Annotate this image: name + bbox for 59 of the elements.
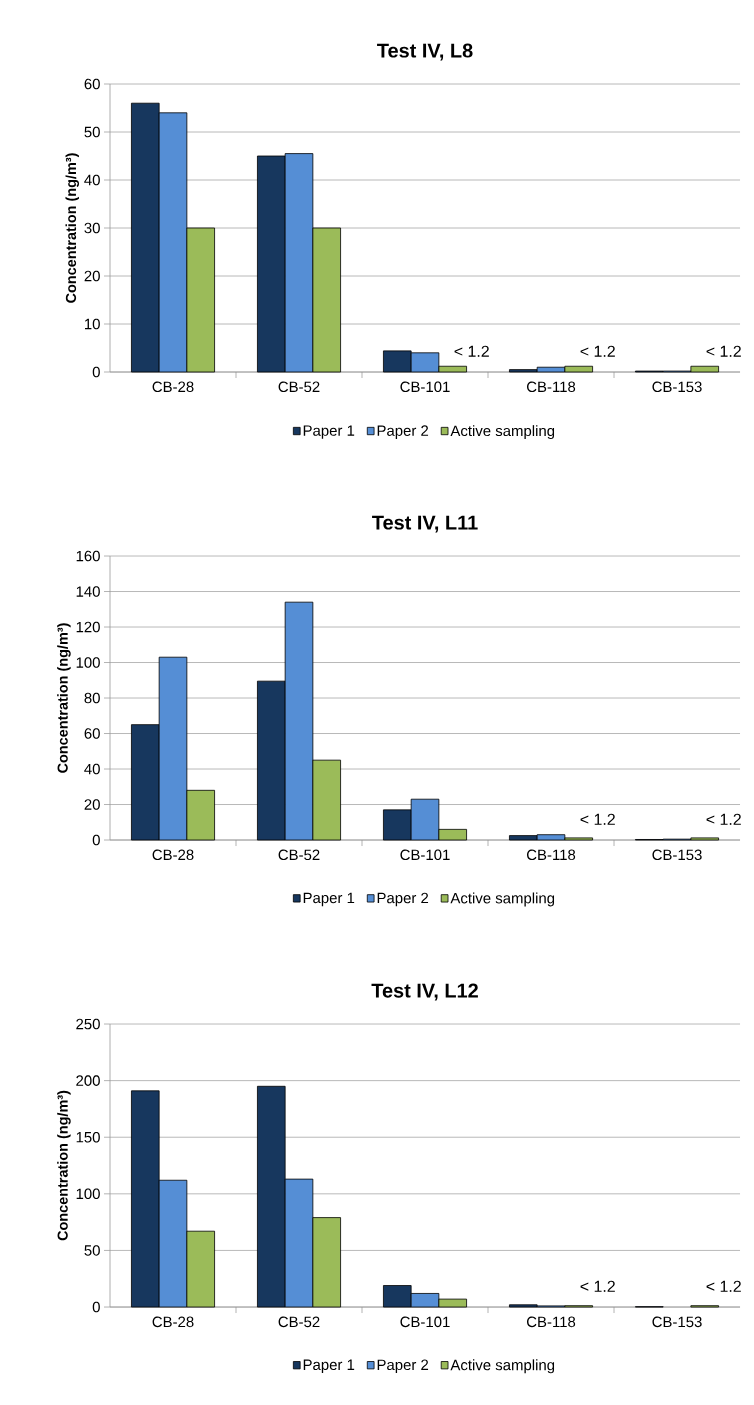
- y-tick-label: 80: [84, 692, 100, 704]
- y-tick-label: 30: [84, 222, 100, 234]
- x-tick-label: CB-101: [400, 1316, 450, 1328]
- x-tick-label: CB-153: [652, 381, 702, 393]
- y-tick-label: 40: [84, 763, 100, 775]
- y-axis-title: Concentration (ng/m³): [65, 153, 80, 303]
- y-tick-label: 60: [84, 78, 100, 90]
- y-tick-label: 50: [84, 126, 100, 138]
- x-tick-label: CB-101: [400, 381, 450, 393]
- x-tick-label: CB-153: [652, 849, 702, 861]
- x-tick-label: CB-118: [527, 381, 576, 393]
- y-axis-title: Concentration (ng/m³): [57, 1090, 71, 1241]
- annotation: < 1.2: [580, 813, 615, 825]
- annotation: < 1.2: [580, 345, 615, 357]
- y-tick-label: 20: [84, 270, 100, 282]
- x-tick-label: CB-52: [278, 381, 320, 393]
- legend-label: Paper 2: [377, 892, 429, 907]
- y-tick-label: 150: [76, 1131, 100, 1143]
- legend-label: Paper 1: [303, 1359, 355, 1373]
- y-tick-label: 0: [92, 1301, 100, 1313]
- legend-label: Paper 2: [377, 425, 429, 439]
- x-tick-label: CB-28: [152, 849, 194, 861]
- x-tick-label: CB-52: [278, 849, 320, 861]
- chart-title: Test IV, L11: [372, 515, 478, 533]
- y-tick-label: 160: [76, 550, 100, 562]
- y-tick-label: 200: [76, 1075, 100, 1086]
- x-tick-label: CB-118: [527, 1316, 576, 1328]
- annotation: < 1.2: [706, 1280, 741, 1292]
- y-tick-label: 20: [84, 799, 100, 810]
- x-tick-label: CB-101: [400, 849, 450, 861]
- y-tick-label: 120: [76, 621, 100, 633]
- chart-title: Test IV, L12: [371, 983, 478, 1001]
- legend-label: Active sampling: [450, 892, 555, 907]
- y-tick-label: 0: [92, 834, 100, 846]
- y-tick-label: 40: [84, 174, 100, 186]
- annotation: < 1.2: [706, 345, 741, 357]
- legend-label: Active sampling: [450, 425, 555, 440]
- y-tick-label: 60: [84, 728, 100, 739]
- legend-label: Paper 2: [377, 1359, 429, 1374]
- y-tick-label: 100: [76, 657, 100, 668]
- legend-label: Active sampling: [450, 1359, 555, 1374]
- legend-label: Paper 1: [303, 892, 355, 907]
- x-tick-label: CB-118: [527, 849, 576, 861]
- y-tick-label: 10: [85, 318, 100, 330]
- chart-title: Test IV, L8: [377, 43, 473, 61]
- y-tick-label: 0: [92, 366, 100, 378]
- x-tick-label: CB-28: [152, 381, 194, 393]
- x-tick-label: CB-28: [152, 1316, 194, 1328]
- annotation: < 1.2: [454, 345, 489, 357]
- y-tick-label: 250: [76, 1018, 100, 1030]
- y-tick-label: 140: [76, 586, 100, 597]
- y-axis-title: Concentration (ng/m³): [57, 623, 71, 773]
- x-tick-label: CB-52: [278, 1316, 320, 1328]
- legend-label: Paper 1: [303, 425, 355, 439]
- annotation: < 1.2: [580, 1280, 615, 1292]
- y-tick-label: 50: [84, 1245, 100, 1256]
- x-tick-label: CB-153: [652, 1316, 702, 1328]
- y-tick-label: 100: [76, 1188, 100, 1200]
- annotation: < 1.2: [706, 813, 741, 825]
